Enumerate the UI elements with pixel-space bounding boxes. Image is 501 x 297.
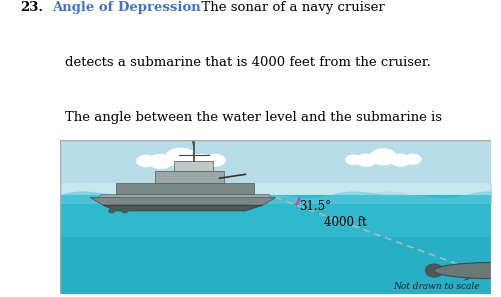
Polygon shape bbox=[103, 205, 263, 211]
Text: The sonar of a navy cruiser: The sonar of a navy cruiser bbox=[193, 1, 385, 15]
Text: Not drawn to scale: Not drawn to scale bbox=[394, 282, 480, 291]
Text: 4000 ft: 4000 ft bbox=[324, 216, 366, 229]
Bar bbox=[155, 171, 224, 183]
Polygon shape bbox=[60, 237, 491, 294]
Ellipse shape bbox=[425, 264, 443, 277]
Text: Angle of Depression: Angle of Depression bbox=[53, 1, 201, 15]
Polygon shape bbox=[90, 198, 276, 205]
Circle shape bbox=[165, 148, 196, 167]
Circle shape bbox=[149, 154, 172, 168]
Bar bbox=[492, 255, 501, 263]
Circle shape bbox=[356, 154, 376, 166]
Text: 31.5°: 31.5° bbox=[299, 200, 331, 213]
Ellipse shape bbox=[434, 263, 501, 279]
Text: 31.5° (see figure). How deep is the submarine?: 31.5° (see figure). How deep is the subm… bbox=[65, 166, 381, 179]
Polygon shape bbox=[99, 195, 271, 198]
Circle shape bbox=[405, 154, 421, 164]
Polygon shape bbox=[60, 195, 491, 294]
Circle shape bbox=[346, 155, 362, 165]
Circle shape bbox=[206, 155, 225, 166]
Circle shape bbox=[189, 154, 212, 168]
Bar bbox=[174, 162, 213, 171]
Text: The angle between the water level and the submarine is: The angle between the water level and th… bbox=[65, 111, 442, 124]
Circle shape bbox=[370, 149, 396, 165]
Polygon shape bbox=[60, 140, 491, 201]
Polygon shape bbox=[464, 271, 490, 280]
Bar bbox=[116, 183, 254, 195]
Circle shape bbox=[122, 209, 128, 213]
Ellipse shape bbox=[492, 254, 501, 257]
Text: 23.: 23. bbox=[20, 1, 43, 15]
Circle shape bbox=[109, 209, 115, 213]
Circle shape bbox=[390, 154, 410, 166]
Circle shape bbox=[137, 156, 155, 167]
Text: detects a submarine that is 4000 feet from the cruiser.: detects a submarine that is 4000 feet fr… bbox=[65, 56, 431, 69]
